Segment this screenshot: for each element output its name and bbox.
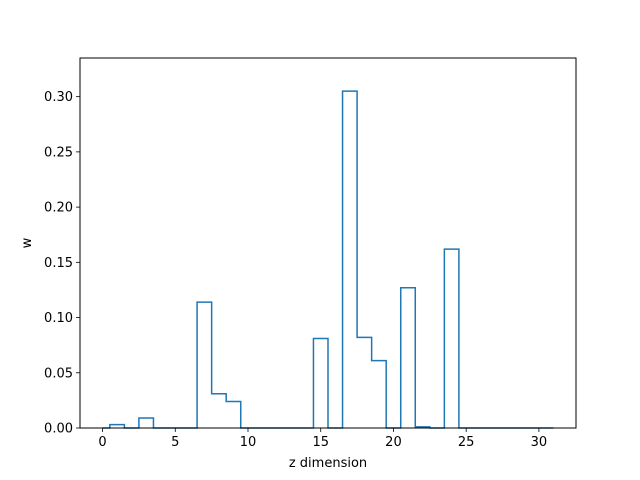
y-tick-label: 0.20 bbox=[44, 201, 73, 216]
bin-19 bbox=[372, 361, 387, 428]
bin-7 bbox=[197, 302, 212, 428]
bin-18 bbox=[357, 337, 372, 428]
x-tick-label: 0 bbox=[98, 435, 106, 450]
y-tick-label: 0.00 bbox=[44, 422, 73, 437]
y-tick-label: 0.30 bbox=[44, 90, 73, 105]
axes-frame bbox=[79, 57, 577, 429]
y-axis-label: w bbox=[20, 237, 35, 248]
x-axis-label: z dimension bbox=[289, 456, 367, 471]
bin-3 bbox=[139, 418, 154, 428]
bin-17 bbox=[343, 91, 358, 428]
y-tick-label: 0.15 bbox=[44, 256, 73, 271]
x-tick-label: 20 bbox=[385, 435, 402, 450]
bin-21 bbox=[401, 288, 416, 428]
x-tick-label: 15 bbox=[312, 435, 329, 450]
x-tick-label: 30 bbox=[531, 435, 548, 450]
x-tick-label: 10 bbox=[240, 435, 257, 450]
y-tick-label: 0.05 bbox=[44, 366, 73, 381]
x-tick-label: 5 bbox=[171, 435, 179, 450]
y-tick-label: 0.10 bbox=[44, 311, 73, 326]
bin-24 bbox=[444, 249, 459, 428]
x-tick-label: 25 bbox=[458, 435, 475, 450]
x-axis: 0 5 10 15 20 25 30 bbox=[98, 428, 547, 450]
bin-9 bbox=[226, 401, 241, 428]
bin-8 bbox=[212, 394, 227, 428]
y-tick-label: 0.25 bbox=[44, 145, 73, 160]
y-axis: 0.00 0.05 0.10 0.15 0.20 0.25 0.30 bbox=[44, 90, 80, 437]
bin-15 bbox=[313, 339, 328, 428]
